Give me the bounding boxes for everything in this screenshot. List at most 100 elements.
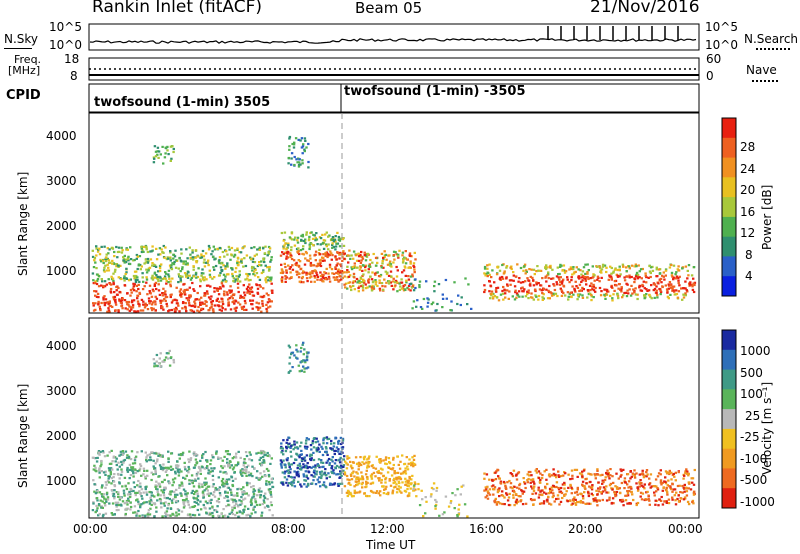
power-cell	[145, 271, 149, 274]
power-cell	[148, 300, 151, 303]
velocity-cell	[346, 489, 350, 492]
power-cell	[240, 306, 243, 309]
velocity-cell	[154, 485, 157, 488]
velocity-cell	[345, 467, 349, 470]
velocity-cell	[309, 453, 312, 456]
power-cell	[103, 280, 107, 283]
power-cell	[181, 268, 184, 271]
power-cell	[403, 257, 407, 260]
power-cell	[322, 247, 326, 250]
velocity-cell	[117, 461, 120, 464]
velocity-cell	[537, 476, 541, 480]
power-cell	[132, 259, 135, 262]
power-cell	[126, 292, 129, 295]
velocity-cell	[128, 495, 132, 499]
velocity-cell	[545, 492, 548, 495]
power-cell	[336, 242, 340, 245]
velocity-cell	[397, 488, 401, 491]
power-cell	[346, 269, 349, 272]
velocity-cell	[305, 367, 308, 370]
power-cell	[200, 307, 203, 310]
velocity-cell	[232, 501, 235, 504]
velocity-cell	[210, 498, 213, 501]
velocity-cell	[340, 442, 343, 446]
power-cell	[301, 233, 304, 236]
power-cell	[257, 302, 261, 305]
velocity-cell	[142, 473, 145, 476]
power-cell	[181, 275, 184, 278]
velocity-cell	[515, 493, 518, 496]
velocity-cell	[301, 343, 304, 346]
velocity-cell	[395, 478, 398, 481]
power-cell	[663, 278, 666, 281]
velocity-cell	[239, 469, 243, 472]
power-cell	[245, 308, 248, 311]
velocity-cell	[185, 474, 188, 477]
power-cell	[388, 254, 391, 257]
velocity-cell	[430, 493, 433, 496]
power-cell	[396, 255, 400, 258]
power-cell	[193, 300, 196, 303]
power-cell	[547, 277, 550, 280]
velocity-cell	[626, 483, 629, 486]
velocity-cell	[240, 502, 244, 505]
velocity-cell	[400, 472, 403, 475]
power-cell	[512, 274, 515, 277]
power-cell	[312, 244, 315, 247]
velocity-cell	[140, 474, 143, 477]
velocity-cell	[383, 488, 386, 491]
power-cell	[395, 265, 398, 269]
velocity-cell	[114, 501, 118, 504]
velocity-ytick-4000: 4000	[46, 339, 77, 353]
velocity-cell	[551, 496, 554, 499]
velocity-cell	[293, 440, 296, 443]
velocity-cell	[593, 473, 596, 476]
power-cell	[512, 271, 515, 274]
velocity-cell	[552, 492, 555, 495]
velocity-cell	[260, 463, 264, 467]
velocity-cell	[558, 503, 561, 506]
velocity-cell	[193, 514, 197, 517]
power-cell	[409, 282, 413, 285]
velocity-cell	[398, 467, 402, 470]
velocity-cell	[612, 502, 615, 505]
velocity-cell	[377, 492, 380, 495]
velocity-cell	[408, 477, 411, 480]
velocity-cell	[392, 479, 395, 482]
power-cell	[324, 243, 328, 246]
velocity-cell	[584, 487, 587, 490]
velocity-cell	[111, 460, 114, 463]
velocity-cell	[201, 466, 204, 469]
velocity-cell	[609, 474, 612, 477]
velocity-cell	[318, 443, 321, 446]
power-cell	[418, 286, 421, 289]
power-cell	[489, 284, 492, 287]
power-cell	[334, 255, 337, 258]
velocity-cell	[240, 496, 243, 499]
power-cell	[617, 297, 620, 300]
velocity-cell	[237, 515, 240, 518]
velocity-cell	[244, 472, 247, 475]
velocity-cell	[129, 505, 133, 509]
velocity-cbar-tick-25: 25	[745, 409, 761, 423]
power-cell	[513, 298, 517, 301]
velocity-cell	[562, 474, 565, 477]
power-cell	[302, 245, 305, 248]
velocity-cell	[123, 476, 127, 479]
power-cell	[205, 284, 209, 287]
power-cell	[578, 293, 582, 296]
power-cell	[401, 271, 404, 274]
velocity-cell	[138, 467, 142, 470]
power-cell	[672, 285, 676, 288]
velocity-cell	[404, 480, 408, 483]
power-cell	[560, 289, 563, 292]
power-cell	[569, 267, 573, 271]
velocity-cell	[226, 515, 230, 518]
velocity-cell	[211, 505, 214, 508]
power-cell	[218, 308, 221, 311]
velocity-cell	[100, 486, 104, 489]
power-cell	[621, 263, 625, 266]
velocity-cell	[155, 480, 158, 483]
velocity-cell	[195, 472, 199, 476]
velocity-cell	[155, 487, 158, 490]
